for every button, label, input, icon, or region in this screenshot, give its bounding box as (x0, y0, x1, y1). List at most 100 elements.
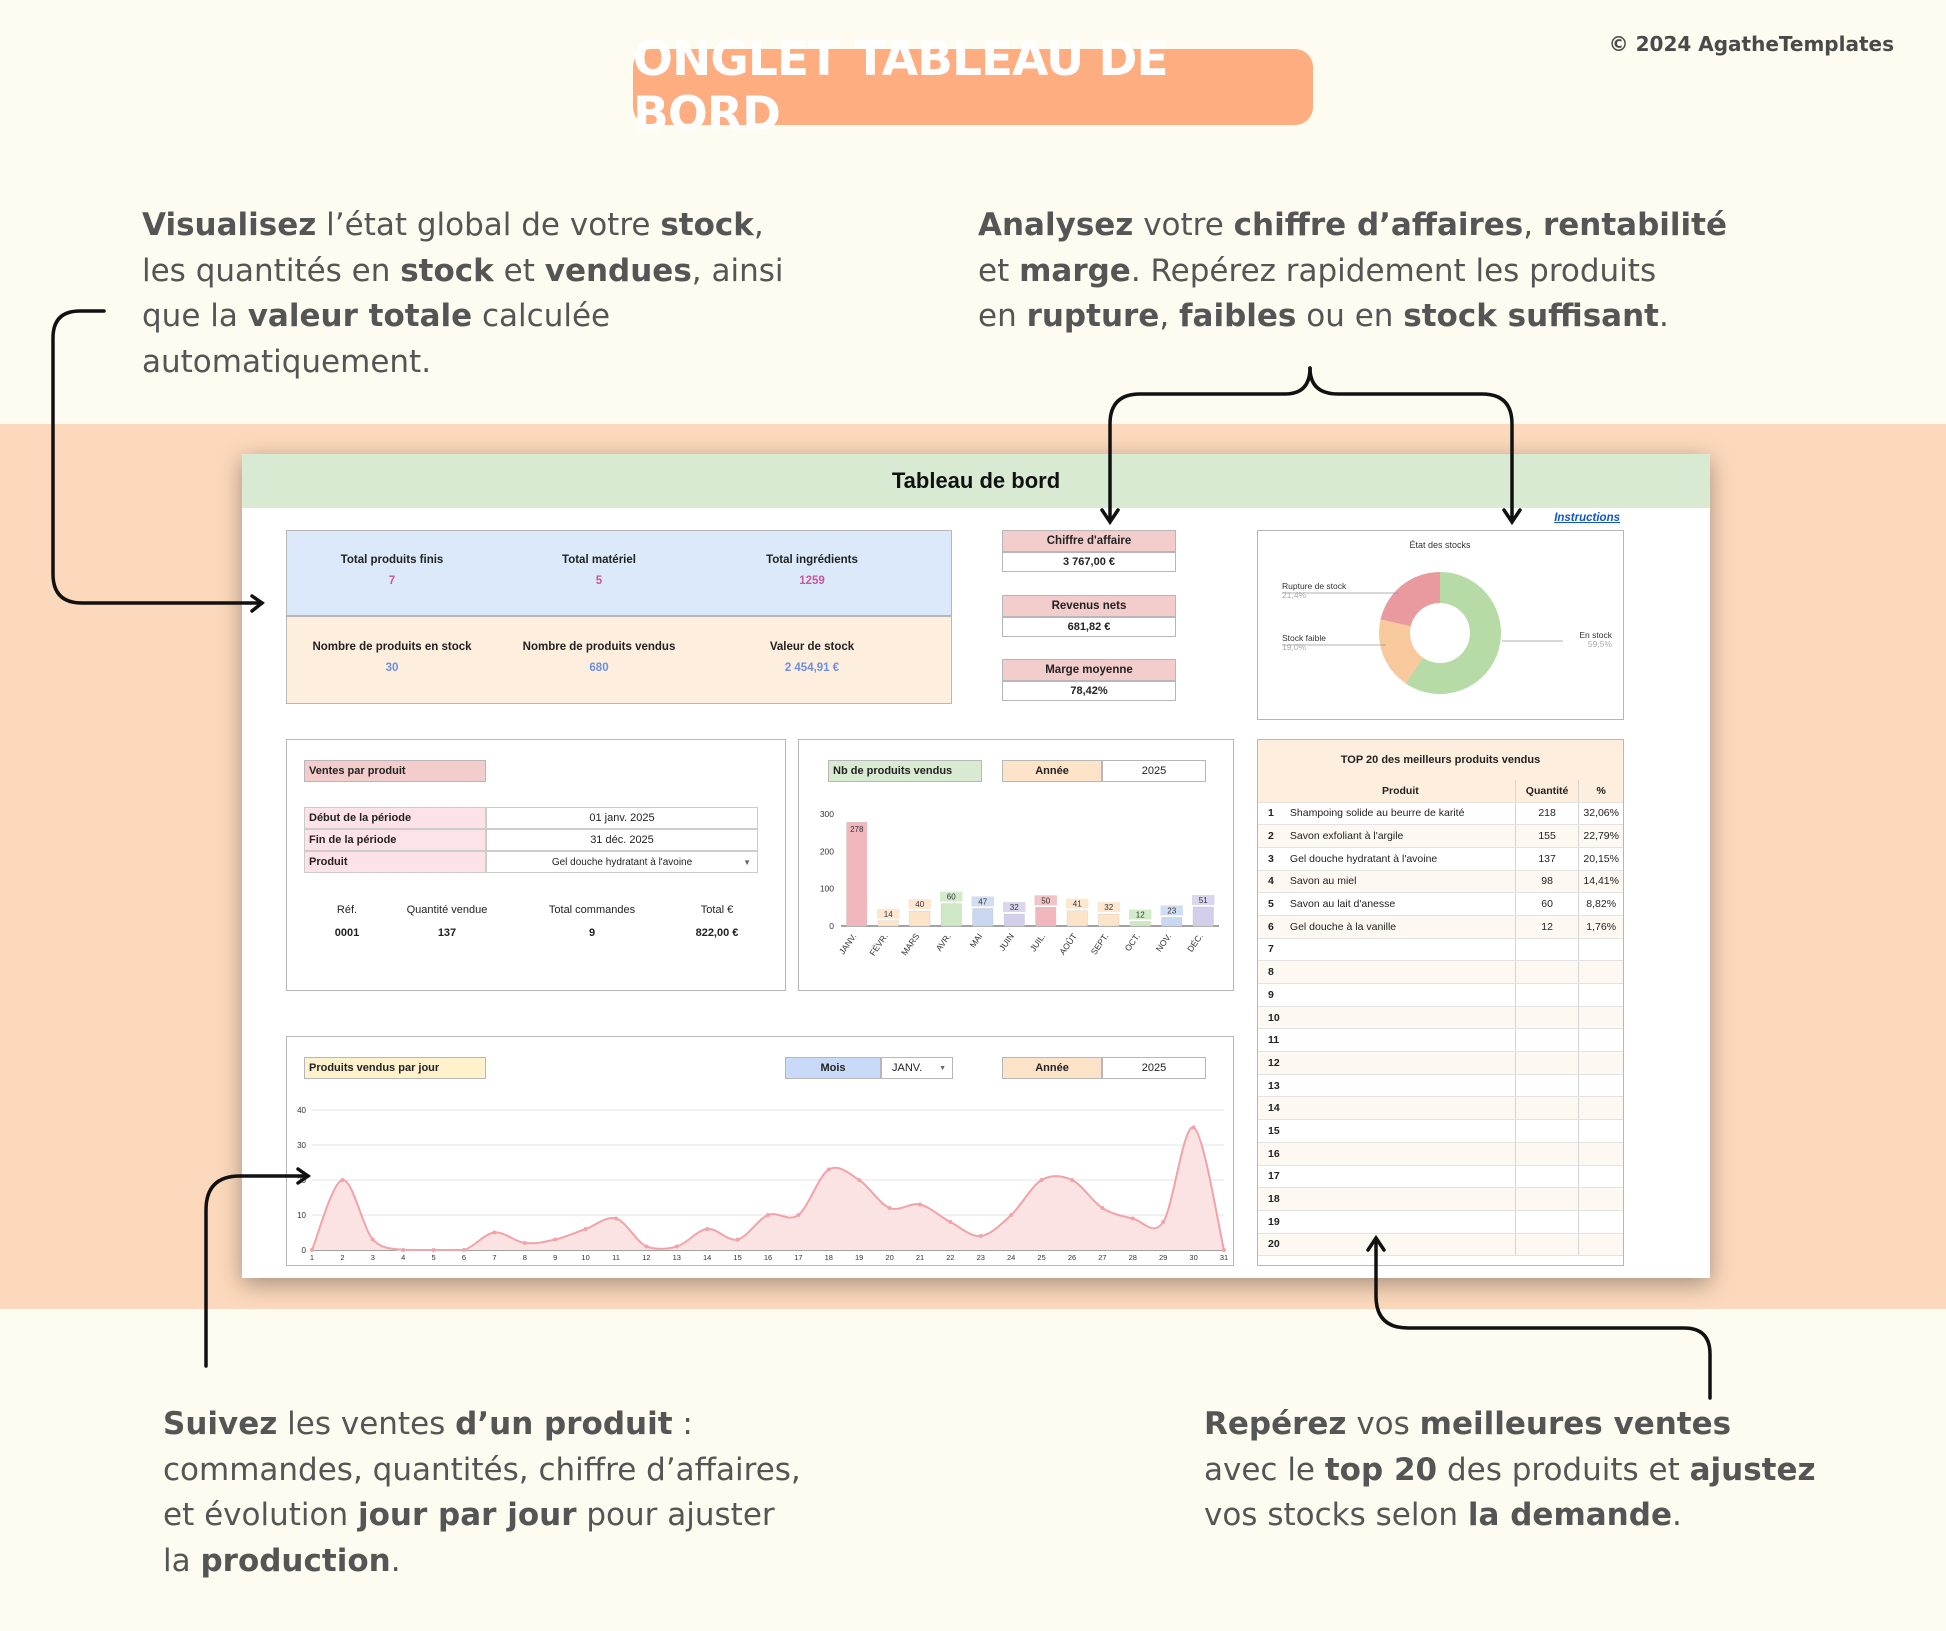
daily-annee-value[interactable]: 2025 (1102, 1057, 1206, 1079)
area-point (462, 1248, 466, 1252)
table-row: 3 Gel douche hydratant à l'avoine 137 20,15… (1258, 847, 1623, 871)
area-x-tick: 19 (855, 1253, 863, 1262)
top20-cell-q (1515, 1233, 1580, 1257)
top20-cell-p (1285, 1028, 1516, 1053)
area-point (826, 1167, 831, 1172)
ventes-produit-title: Ventes par produit (304, 760, 486, 782)
val-quantite: 137 (437, 927, 457, 939)
kpi-total-materiel: Total matériel 5 (562, 554, 636, 587)
callout-ca: Analysez votre chiffre d’affaires, renta… (978, 207, 1728, 334)
area-point (310, 1248, 314, 1252)
top20-cell-pc: 14,41% (1578, 870, 1623, 894)
top20-header-pc: % (1578, 780, 1623, 803)
instructions-link[interactable]: Instructions (1554, 512, 1620, 524)
pie-slice (1405, 572, 1501, 694)
top20-cell-p (1285, 960, 1516, 984)
bar-label: 14 (884, 910, 893, 919)
top20-cell-p: Savon exfoliant à l'argile (1285, 824, 1516, 848)
bar (1003, 913, 1025, 927)
table-row: 9 (1258, 983, 1623, 1007)
top20-cell-q (1515, 1119, 1580, 1143)
table-row: 14 (1258, 1096, 1623, 1121)
table-row: 12 (1258, 1051, 1623, 1075)
area-point (583, 1227, 588, 1231)
bar-label-bg (908, 899, 931, 910)
top20-cell-q: 218 (1515, 802, 1580, 826)
top20-title: TOP 20 des meilleurs produits vendus (1258, 740, 1623, 780)
monthly-annee-label: Année (1002, 760, 1102, 782)
table-row: 20 (1258, 1233, 1623, 1257)
area-point (614, 1216, 618, 1221)
bar-label: 47 (978, 897, 987, 906)
top20-cell-q (1515, 960, 1580, 984)
col-ref: Réf. (336, 904, 358, 916)
daily-mois-label: Mois (785, 1057, 881, 1079)
metric-marge-value: 78,42% (1002, 681, 1176, 701)
pie-percent: 19,0% (1282, 642, 1307, 652)
daily-mois-select[interactable]: JANV. ▼ (881, 1057, 953, 1079)
area-point (1161, 1220, 1166, 1224)
top20-cell-pc (1578, 938, 1623, 962)
top20-cell-n: 5 (1258, 892, 1286, 916)
top20-cell-q (1515, 1096, 1580, 1121)
top20-cell-p: Gel douche à la vanille (1285, 915, 1516, 939)
area-x-tick: 10 (581, 1253, 589, 1262)
pie-label: Stock faible (1282, 633, 1326, 643)
area-x-tick: 23 (977, 1253, 985, 1262)
area-x-tick: 16 (764, 1253, 772, 1262)
bar-label-bg (1160, 905, 1183, 916)
bar (972, 908, 994, 927)
bar (846, 822, 868, 927)
bar (1098, 913, 1120, 927)
bar (909, 910, 931, 927)
fin-label: Fin de la période (304, 829, 486, 851)
fin-value[interactable]: 31 déc. 2025 (486, 829, 758, 851)
val-total: 822,00 € (695, 927, 739, 939)
top20-cell-pc: 8,82% (1578, 892, 1623, 916)
bar-label-bg (1192, 894, 1215, 905)
produit-select[interactable]: Gel douche hydratant à l'avoine ▼ (486, 851, 758, 873)
top20-cell-p: Shampoing solide au beurre de karité (1285, 802, 1516, 826)
metric-ca-value: 3 767,00 € (1002, 552, 1176, 572)
top20-cell-pc (1578, 1119, 1623, 1143)
top20-cell-pc: 32,06% (1578, 802, 1623, 826)
area-x-tick: 24 (1007, 1253, 1015, 1262)
bar (940, 903, 962, 927)
top20-cell-n: 6 (1258, 915, 1286, 939)
top20-cell-q: 137 (1515, 847, 1580, 871)
monthly-annee-value[interactable]: 2025 (1102, 760, 1206, 782)
top20-panel: TOP 20 des meilleurs produits vendus Pro… (1257, 739, 1624, 1266)
arrowhead-ca-left (1100, 508, 1120, 526)
copyright-text: © 2024 AgatheTemplates (1608, 32, 1894, 56)
top20-cell-q (1515, 1074, 1580, 1098)
val-commandes: 9 (588, 927, 596, 939)
area-point (918, 1202, 922, 1207)
top20-cell-pc (1578, 960, 1623, 984)
top20-cell-pc: 20,15% (1578, 847, 1623, 871)
top20-cell-q: 60 (1515, 892, 1580, 916)
val-ref: 0001 (334, 927, 360, 939)
area-point (705, 1227, 710, 1231)
top20-cell-pc (1578, 1187, 1623, 1211)
daily-title: Produits vendus par jour (304, 1057, 486, 1079)
debut-value[interactable]: 01 janv. 2025 (486, 807, 758, 829)
area-x-tick: 9 (553, 1253, 557, 1262)
area-point (674, 1244, 679, 1249)
area-x-tick: 27 (1098, 1253, 1106, 1262)
arrowhead-top20 (1366, 1234, 1386, 1252)
top20-cell-p (1285, 1006, 1516, 1030)
area-point (766, 1213, 770, 1217)
area-x-tick: 26 (1068, 1253, 1076, 1262)
callout-stock: Visualisez l’état global de votre stock,… (142, 207, 784, 380)
sheet-title: Tableau de bord (242, 454, 1710, 508)
area-y-tick: 10 (297, 1211, 306, 1220)
pie-title: État des stocks (1409, 540, 1471, 550)
top20-cell-pc: 22,79% (1578, 824, 1623, 848)
area-y-tick: 30 (297, 1141, 306, 1150)
area-x-tick: 13 (673, 1253, 681, 1262)
pie-label: Rupture de stock (1282, 581, 1347, 591)
area-x-tick: 15 (733, 1253, 741, 1262)
area-x-tick: 21 (916, 1253, 924, 1262)
top20-header-row: Produit Quantité% (1258, 780, 1623, 803)
col-total: Total € (700, 904, 734, 916)
